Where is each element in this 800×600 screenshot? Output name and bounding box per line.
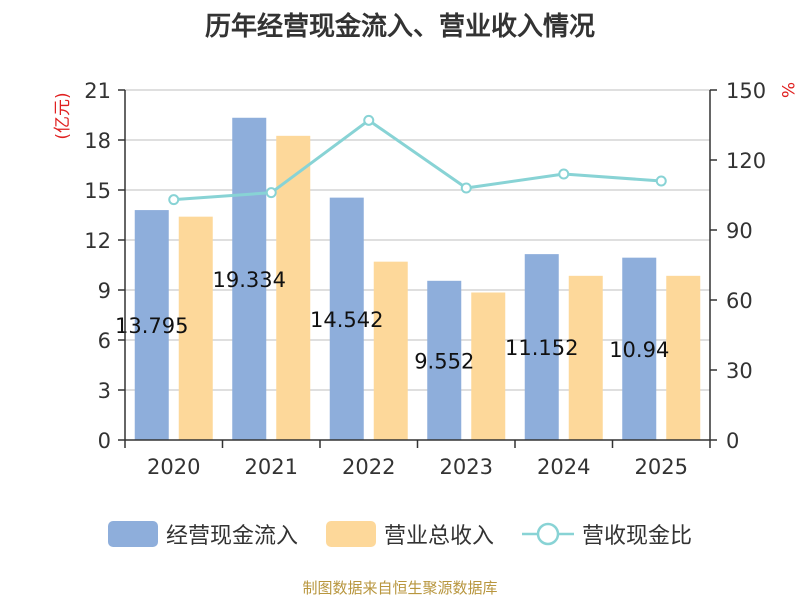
left-axis-unit-label: (亿元) xyxy=(53,92,73,139)
bar xyxy=(178,216,213,440)
axes: 0 3 6 9 12 15 18 21 0 30 60 90 120 150 (亿元)% 2020 2021 20… xyxy=(53,79,797,479)
line-point xyxy=(168,194,180,206)
data-label: 19.334 xyxy=(213,268,286,292)
bar xyxy=(568,275,603,440)
legend-item-cash-ratio[interactable]: 营收现金比 xyxy=(522,518,692,550)
line-point xyxy=(363,114,375,126)
left-axis-tick-label: 9 xyxy=(98,279,111,303)
left-axis-tick-label: 18 xyxy=(84,129,111,153)
bar xyxy=(134,210,169,440)
right-axis-tick-label: 0 xyxy=(726,429,739,453)
left-axis-tick-label: 6 xyxy=(98,329,111,353)
legend-swatch-cash-inflow xyxy=(107,521,158,547)
legend-swatch-cash-ratio xyxy=(522,522,574,546)
series-line xyxy=(173,118,662,202)
grid-lines xyxy=(125,89,710,391)
data-label: 11.152 xyxy=(505,336,578,360)
x-axis-tick-label: 2022 xyxy=(342,455,395,479)
left-axis-tick-label: 12 xyxy=(84,229,111,253)
bar xyxy=(373,261,408,440)
bar xyxy=(524,254,559,440)
data-label-layer: 13.795 19.334 14.542 9.552 11.152 10.94 xyxy=(115,268,669,374)
data-label: 10.94 xyxy=(609,338,669,362)
left-axis-tick-label: 15 xyxy=(84,179,111,203)
bar-layer xyxy=(134,117,701,441)
left-axis-tick-label: 3 xyxy=(98,379,111,403)
data-source-note: 制图数据来自恒生聚源数据库 xyxy=(302,579,498,597)
bar xyxy=(329,197,364,440)
right-axis-unit-label: % xyxy=(777,82,797,98)
legend-label-cash-inflow: 经营现金流入 xyxy=(165,524,298,549)
chart-title: 历年经营现金流入、营业收入情况 xyxy=(204,12,595,42)
line-point xyxy=(265,187,277,199)
legend-item-revenue[interactable]: 营业总收入 xyxy=(325,518,494,550)
x-axis-tick-label: 2020 xyxy=(147,455,200,479)
bar xyxy=(427,280,462,440)
legend-label-revenue: 营业总收入 xyxy=(383,524,494,549)
right-axis-tick-label: 90 xyxy=(726,219,753,243)
bar xyxy=(471,292,506,440)
line-point xyxy=(460,182,472,194)
right-axis-tick-label: 30 xyxy=(726,359,753,383)
x-axis-tick-label: 2023 xyxy=(440,455,493,479)
right-axis-tick-label: 150 xyxy=(726,79,766,103)
legend-item-cash-inflow[interactable]: 经营现金流入 xyxy=(107,518,298,550)
line-layer xyxy=(168,114,667,206)
left-axis-tick-label: 21 xyxy=(84,79,111,103)
right-axis-tick-label: 120 xyxy=(726,149,766,173)
data-label: 14.542 xyxy=(310,308,383,332)
x-axis-tick-label: 2024 xyxy=(537,455,590,479)
data-label: 9.552 xyxy=(414,349,474,373)
legend-swatch-revenue xyxy=(325,521,376,547)
legend-label-cash-ratio: 营收现金比 xyxy=(582,524,693,549)
line-point xyxy=(655,175,667,187)
x-axis-tick-label: 2021 xyxy=(245,455,298,479)
bar xyxy=(622,257,657,440)
bar xyxy=(666,275,701,440)
data-label: 13.795 xyxy=(115,314,188,338)
line-point xyxy=(558,168,570,180)
right-axis-tick-label: 60 xyxy=(726,289,753,313)
legend: 经营现金流入 营业总收入 营收现金比 xyxy=(0,518,800,550)
bar xyxy=(232,117,267,441)
left-axis-tick-label: 0 xyxy=(98,429,111,453)
x-axis-tick-label: 2025 xyxy=(635,455,688,479)
